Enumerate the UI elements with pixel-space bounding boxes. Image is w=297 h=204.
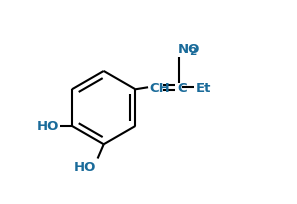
Text: CH: CH (150, 81, 170, 94)
Text: NO: NO (178, 43, 200, 56)
Text: 2: 2 (189, 47, 196, 57)
Text: HO: HO (36, 120, 59, 133)
Text: HO: HO (74, 160, 97, 173)
Text: C: C (177, 81, 187, 94)
Text: Et: Et (195, 81, 211, 94)
